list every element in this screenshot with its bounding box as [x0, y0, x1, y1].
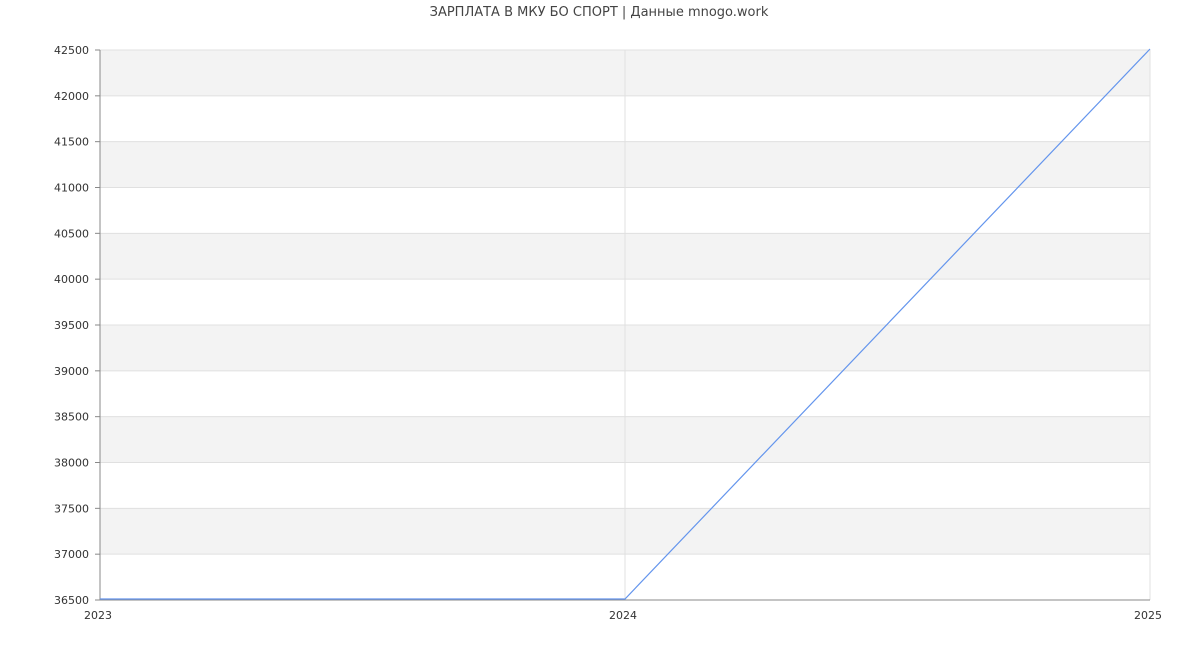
y-tick-label: 40500 — [54, 227, 89, 240]
x-tick-label: 2025 — [1134, 609, 1162, 622]
y-tick-label: 42500 — [54, 44, 89, 57]
y-tick-label: 38000 — [54, 457, 89, 470]
y-tick-label: 37500 — [54, 502, 89, 515]
x-tick-label: 2024 — [609, 609, 637, 622]
y-tick-label: 38500 — [54, 411, 89, 424]
y-tick-label: 41000 — [54, 182, 89, 195]
y-tick-label: 42000 — [54, 90, 89, 103]
y-tick-label: 40000 — [54, 273, 89, 286]
y-tick-label: 36500 — [54, 594, 89, 607]
y-tick-label: 39500 — [54, 319, 89, 332]
y-tick-label: 37000 — [54, 548, 89, 561]
y-tick-label: 39000 — [54, 365, 89, 378]
y-tick-label: 41500 — [54, 136, 89, 149]
series-line — [100, 48, 1151, 600]
chart-title: ЗАРПЛАТА В МКУ БО СПОРТ | Данные mnogo.w… — [430, 5, 769, 20]
x-tick-label: 2023 — [84, 609, 112, 622]
